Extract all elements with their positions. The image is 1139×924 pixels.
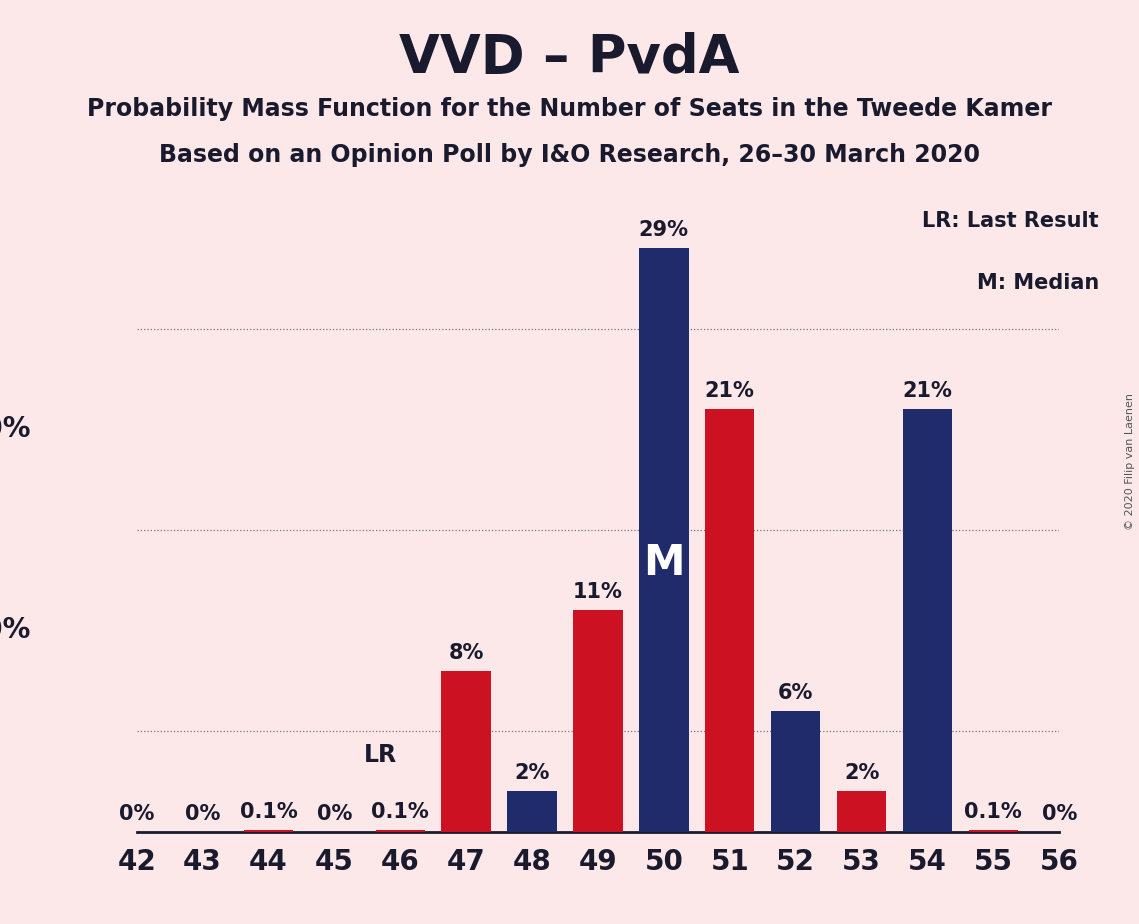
Text: 0.1%: 0.1% [965,801,1022,821]
Bar [376,830,425,832]
Bar [244,830,293,832]
Text: M: M [644,542,685,584]
Text: 0%: 0% [118,804,155,823]
Bar [705,409,754,832]
Bar [507,791,557,832]
Text: 8%: 8% [449,642,484,663]
Text: 20%: 20% [0,415,31,444]
Text: 2%: 2% [844,763,879,784]
Text: 0.1%: 0.1% [239,801,297,821]
Text: 2%: 2% [515,763,550,784]
Text: 29%: 29% [639,220,689,240]
Text: © 2020 Filip van Laenen: © 2020 Filip van Laenen [1125,394,1134,530]
Text: LR: Last Result: LR: Last Result [923,211,1099,231]
Bar [573,610,623,832]
Text: 0%: 0% [1041,804,1077,823]
Text: 0%: 0% [317,804,352,823]
Text: LR: LR [363,743,398,767]
Text: 6%: 6% [778,683,813,703]
Text: 21%: 21% [705,381,755,401]
Bar [903,409,952,832]
Text: 10%: 10% [0,616,31,644]
Bar [837,791,886,832]
Text: Based on an Opinion Poll by I&O Research, 26–30 March 2020: Based on an Opinion Poll by I&O Research… [159,143,980,167]
Bar [442,671,491,832]
Bar [639,249,689,832]
Text: Probability Mass Function for the Number of Seats in the Tweede Kamer: Probability Mass Function for the Number… [87,97,1052,121]
Text: 11%: 11% [573,582,623,602]
Text: 21%: 21% [902,381,952,401]
Text: M: Median: M: Median [976,274,1099,294]
Bar [968,830,1018,832]
Text: 0%: 0% [185,804,220,823]
Text: 0.1%: 0.1% [371,801,429,821]
Bar [771,711,820,832]
Text: VVD – PvdA: VVD – PvdA [400,32,739,84]
